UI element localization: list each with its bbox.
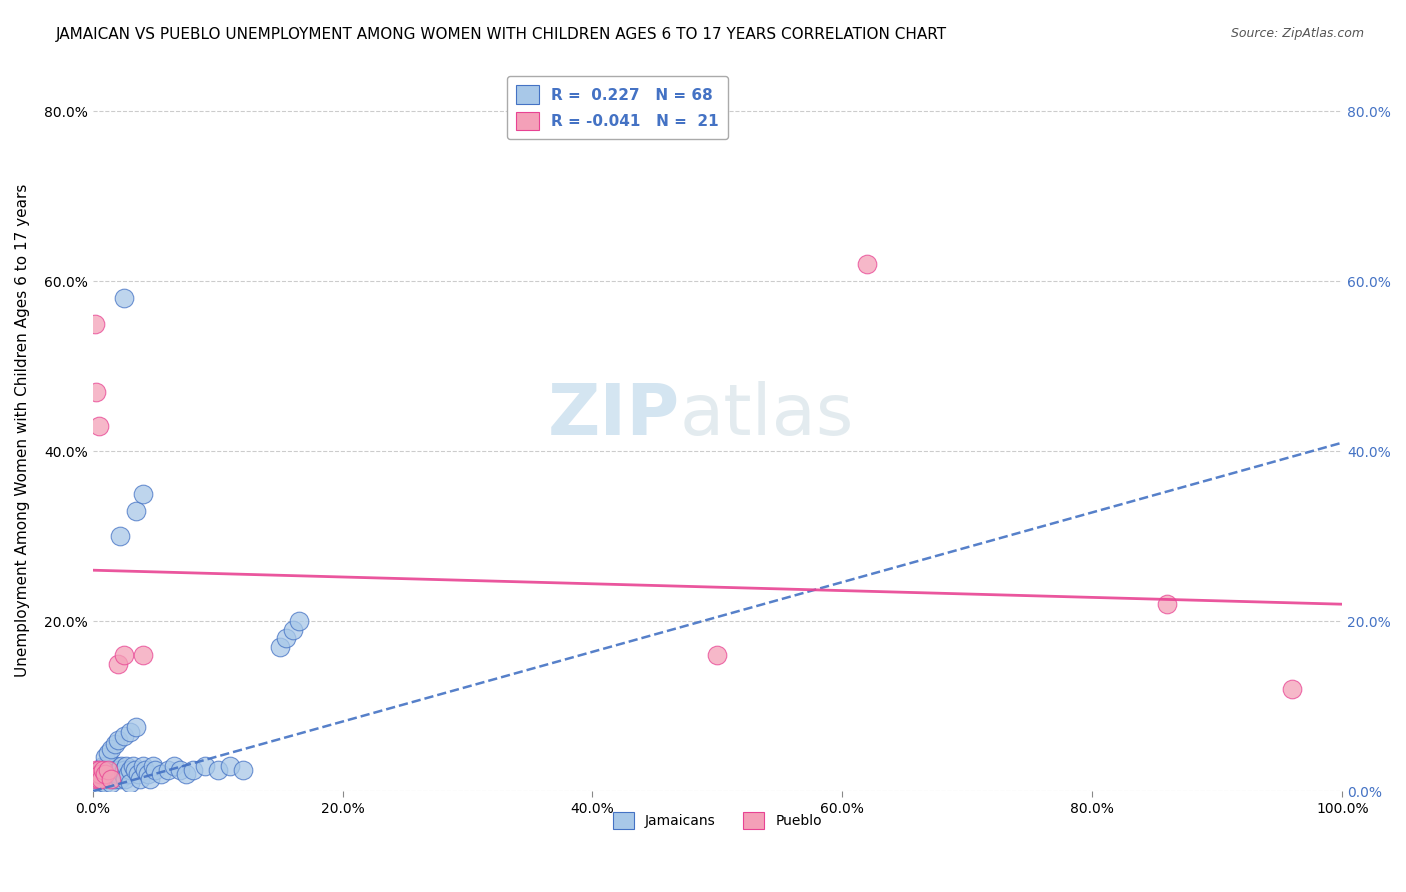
Point (94, 763, 117, 777)
Point (94, 750, 117, 764)
Point (100, 758, 122, 772)
Text: JAMAICAN VS PUEBLO UNEMPLOYMENT AMONG WOMEN WITH CHILDREN AGES 6 TO 17 YEARS COR: JAMAICAN VS PUEBLO UNEMPLOYMENT AMONG WO… (56, 27, 948, 42)
Point (101, 767, 124, 781)
Point (105, 758, 128, 772)
Point (86, 763, 108, 777)
Point (219, 758, 242, 772)
Point (1281, 682, 1303, 697)
Point (91, 763, 114, 777)
Point (281, 623, 304, 637)
Point (104, 738, 127, 752)
Text: atlas: atlas (681, 381, 855, 450)
Point (86, 767, 108, 781)
Point (107, 733, 129, 747)
Legend: Jamaicans, Pueblo: Jamaicans, Pueblo (607, 807, 828, 835)
Point (91, 758, 114, 772)
Point (269, 640, 291, 654)
Point (98, 763, 121, 777)
Point (90, 772, 112, 786)
Point (93, 767, 115, 781)
Point (108, 772, 131, 786)
Point (96, 758, 118, 772)
Point (142, 758, 165, 772)
Point (136, 767, 159, 781)
Point (131, 486, 153, 500)
Point (87, 763, 110, 777)
Point (117, 767, 139, 781)
Point (134, 763, 156, 777)
Point (100, 741, 122, 756)
Point (97, 772, 120, 786)
Point (111, 767, 134, 781)
Point (232, 763, 254, 777)
Point (94, 767, 117, 781)
Point (125, 504, 148, 518)
Text: ZIP: ZIP (548, 381, 681, 450)
Point (107, 767, 129, 781)
Point (84, 776, 107, 790)
Point (100, 776, 122, 790)
Point (89, 767, 111, 781)
Text: Source: ZipAtlas.com: Source: ZipAtlas.com (1230, 27, 1364, 40)
Point (97, 746, 120, 760)
Point (150, 767, 173, 781)
Point (104, 772, 127, 786)
Point (94, 776, 117, 790)
Point (112, 729, 135, 743)
Point (86, 767, 108, 781)
Point (90, 772, 112, 786)
Point (112, 763, 135, 777)
Point (207, 763, 229, 777)
Point (97, 763, 120, 777)
Point (288, 614, 311, 628)
Point (156, 763, 179, 777)
Point (87, 772, 110, 786)
Point (706, 648, 728, 663)
Point (100, 772, 122, 786)
Point (131, 648, 153, 663)
Point (120, 763, 142, 777)
Point (84, 317, 107, 331)
Point (86, 384, 108, 399)
Point (194, 758, 217, 772)
Point (276, 631, 298, 645)
Point (181, 763, 204, 777)
Point (97, 767, 120, 781)
Point (124, 763, 146, 777)
Point (108, 763, 131, 777)
Point (115, 758, 138, 772)
Point (121, 758, 143, 772)
Point (86, 772, 108, 786)
Point (87, 776, 110, 790)
Point (143, 763, 166, 777)
Point (139, 772, 162, 786)
Point (120, 724, 142, 739)
Point (89, 767, 111, 781)
Y-axis label: Unemployment Among Women with Children Ages 6 to 17 years: Unemployment Among Women with Children A… (15, 183, 30, 676)
Point (87, 763, 110, 777)
Point (103, 763, 125, 777)
Point (108, 529, 131, 543)
Point (86, 772, 108, 786)
Point (169, 763, 191, 777)
Point (856, 257, 879, 271)
Point (110, 758, 132, 772)
Point (112, 291, 135, 305)
Point (176, 767, 198, 781)
Point (114, 772, 136, 786)
Point (120, 776, 142, 790)
Point (163, 758, 186, 772)
Point (131, 758, 153, 772)
Point (129, 772, 152, 786)
Point (1156, 597, 1178, 611)
Point (87, 418, 110, 433)
Point (112, 648, 135, 663)
Point (107, 657, 129, 671)
Point (125, 721, 148, 735)
Point (127, 767, 149, 781)
